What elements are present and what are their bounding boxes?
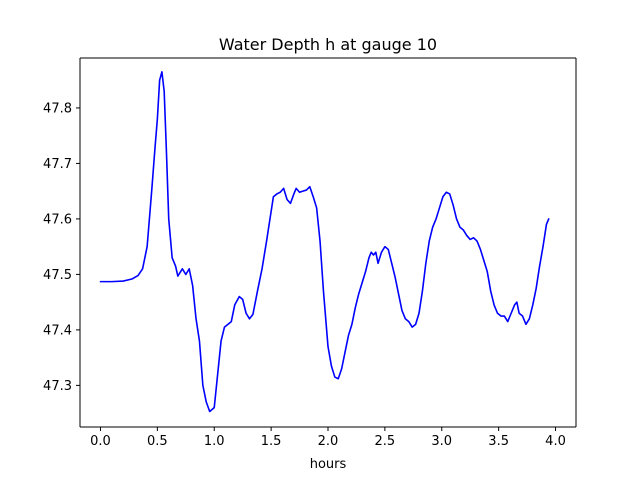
y-tick-label: 47.7: [43, 157, 72, 172]
x-tick-label: 1.5: [261, 434, 282, 449]
x-tick-label: 2.0: [318, 434, 339, 449]
x-tick-label: 4.0: [545, 434, 566, 449]
x-tick-label: 2.5: [375, 434, 396, 449]
chart-title: Water Depth h at gauge 10: [219, 35, 437, 54]
plot-area: [80, 58, 576, 427]
x-tick-label: 3.0: [431, 434, 452, 449]
x-tick-label: 3.5: [488, 434, 509, 449]
y-tick-label: 47.3: [43, 379, 72, 394]
y-tick-label: 47.6: [43, 212, 72, 227]
y-tick-label: 47.8: [43, 101, 72, 116]
x-tick-label: 0.5: [147, 434, 168, 449]
x-tick-label: 1.0: [204, 434, 225, 449]
x-tick-label: 0.0: [90, 434, 111, 449]
series-line-0: [99, 71, 550, 413]
y-tick-label: 47.5: [43, 268, 72, 283]
x-axis-label: hours: [310, 457, 347, 472]
y-tick-label: 47.4: [43, 323, 72, 338]
